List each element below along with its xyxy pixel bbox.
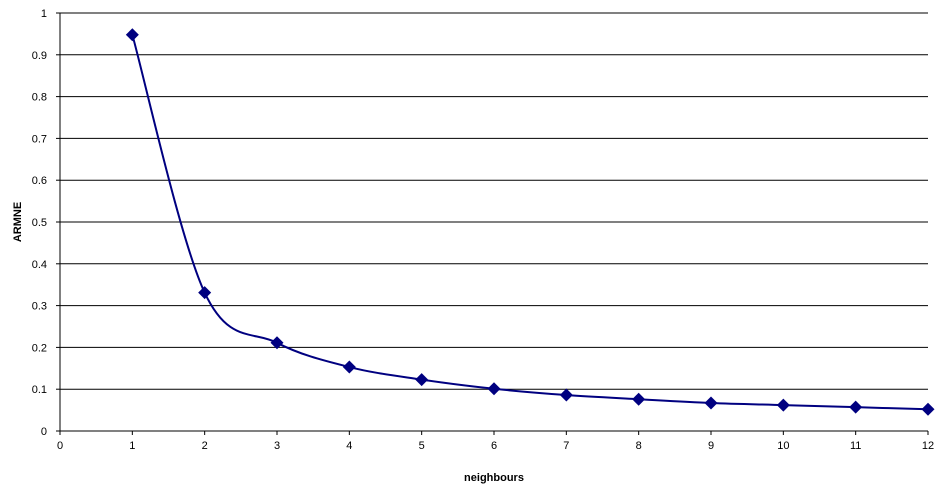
y-tick-label: 1 (41, 8, 47, 20)
x-tick-label: 2 (202, 440, 208, 452)
data-point-marker (921, 402, 935, 416)
data-point-marker (632, 392, 646, 406)
data-point-marker (559, 388, 573, 402)
x-tick-label: 6 (491, 440, 497, 452)
y-axis-ticks: 0 0.1 0.2 0.3 0.4 0.5 0.6 0.7 0.8 0.9 1 (32, 8, 60, 438)
x-tick-label: 3 (274, 440, 280, 452)
x-tick-label: 9 (708, 440, 714, 452)
data-point-marker (198, 286, 212, 300)
x-tick-label: 0 (57, 440, 63, 452)
y-axis-title: ARMNE (12, 202, 24, 242)
data-series (125, 28, 935, 416)
y-tick-label: 0.8 (32, 92, 47, 104)
y-tick-label: 0.6 (32, 175, 47, 187)
x-axis-ticks: 0 1 2 3 4 5 6 7 8 9 10 11 12 (57, 431, 934, 452)
x-tick-label: 1 (129, 440, 135, 452)
x-axis-title: neighbours (464, 472, 524, 484)
y-tick-label: 0.4 (32, 259, 47, 271)
data-point-marker (415, 373, 429, 387)
y-tick-label: 0 (41, 426, 47, 438)
x-tick-label: 4 (346, 440, 352, 452)
y-tick-label: 0.7 (32, 133, 47, 145)
data-point-marker (704, 396, 718, 410)
y-tick-label: 0.9 (32, 50, 47, 62)
data-point-marker (125, 28, 139, 42)
data-point-marker (776, 398, 790, 412)
data-point-marker (342, 360, 356, 374)
x-tick-label: 7 (563, 440, 569, 452)
gridlines (60, 12, 928, 390)
x-tick-label: 11 (850, 440, 861, 452)
y-tick-label: 0.1 (32, 384, 47, 396)
x-tick-label: 8 (636, 440, 642, 452)
data-point-marker (487, 382, 501, 396)
y-tick-label: 0.5 (32, 217, 47, 229)
data-point-marker (270, 336, 284, 350)
data-point-marker (849, 400, 863, 414)
y-tick-label: 0.3 (32, 301, 47, 313)
y-tick-label: 0.2 (32, 342, 47, 354)
x-tick-label: 5 (419, 440, 425, 452)
x-tick-label: 12 (922, 440, 934, 452)
x-tick-label: 10 (777, 440, 789, 452)
